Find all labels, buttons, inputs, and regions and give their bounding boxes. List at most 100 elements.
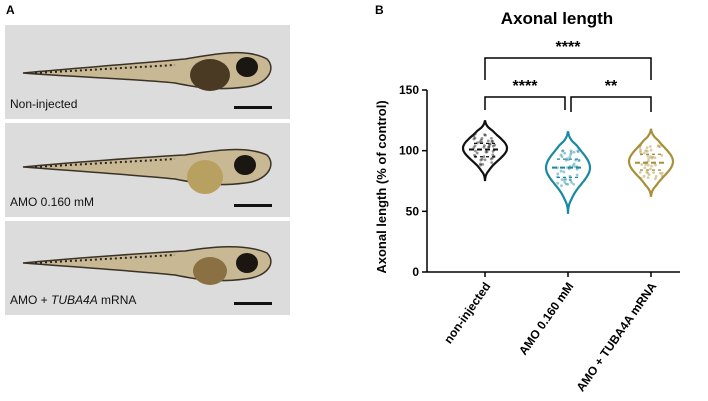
significance-bracket (484, 96, 566, 110)
data-point (645, 146, 649, 150)
data-point (484, 150, 488, 154)
y-axis-label: Axonal length (% of control) (374, 100, 389, 273)
data-point (660, 171, 664, 175)
data-point (572, 150, 576, 154)
larva-image (22, 51, 272, 91)
data-point (490, 139, 494, 143)
data-point (473, 153, 476, 157)
data-point (653, 177, 657, 181)
data-point (556, 181, 560, 185)
data-point (577, 159, 581, 162)
data-point (562, 178, 566, 181)
data-point (649, 167, 652, 171)
data-point (576, 149, 580, 153)
data-point (490, 137, 493, 140)
scale-bar (234, 302, 272, 305)
data-point (650, 164, 654, 168)
data-point (559, 169, 563, 173)
photo-label: AMO 0.160 mM (10, 195, 95, 209)
data-point (660, 153, 664, 157)
photo-label: Non-injected (10, 97, 78, 111)
data-point (564, 177, 568, 181)
data-point (491, 144, 495, 148)
data-point (561, 149, 564, 153)
data-point (479, 162, 482, 166)
scale-bar (234, 106, 272, 109)
violin-shape (461, 120, 509, 182)
data-point (484, 133, 487, 137)
data-point (493, 143, 497, 147)
data-point (645, 149, 649, 153)
data-point (473, 144, 477, 148)
larva-photo-amo: AMO 0.160 mM (5, 123, 290, 217)
data-point (652, 171, 655, 174)
data-point (475, 151, 479, 155)
data-point (472, 146, 476, 149)
data-point (639, 148, 642, 152)
data-point (473, 136, 477, 140)
data-point (577, 158, 581, 162)
data-point (653, 156, 657, 160)
data-point (656, 144, 660, 148)
data-point (563, 180, 567, 184)
data-point (658, 171, 662, 175)
data-point (491, 149, 495, 153)
data-point (639, 150, 642, 154)
data-point (647, 173, 651, 177)
data-point (487, 145, 491, 149)
data-point (644, 149, 648, 152)
significance-label: **** (556, 39, 582, 56)
data-point (483, 133, 487, 137)
data-point (480, 157, 484, 161)
data-point (488, 142, 492, 146)
data-point (575, 173, 579, 177)
data-point (639, 176, 643, 180)
data-point (491, 139, 494, 143)
data-point (648, 145, 652, 148)
data-point (562, 170, 566, 174)
data-point (563, 151, 567, 155)
data-point (565, 157, 569, 161)
data-point (474, 149, 477, 153)
chart-title: Axonal length (501, 9, 613, 28)
data-point (638, 144, 642, 148)
violin-shape (627, 128, 675, 197)
larva-image (22, 148, 272, 194)
data-point (566, 182, 570, 186)
data-point (646, 176, 650, 180)
data-point (561, 149, 565, 153)
data-point (483, 158, 487, 162)
data-point (568, 155, 572, 159)
data-point (654, 175, 658, 178)
larva-image (22, 246, 272, 285)
significance-bracket (570, 96, 652, 112)
data-point (482, 155, 486, 159)
data-point (647, 157, 650, 161)
y-tick-label: 50 (406, 204, 420, 218)
data-point (651, 155, 655, 159)
data-point (642, 174, 646, 178)
data-point (570, 181, 573, 184)
significance-bracket (484, 57, 652, 80)
data-point (490, 161, 494, 164)
data-point (643, 166, 647, 170)
data-point (572, 182, 576, 186)
data-point (646, 163, 650, 167)
data-point (479, 138, 483, 142)
panel-a-letter: A (6, 3, 15, 17)
y-tick-label: 100 (399, 144, 419, 158)
data-point (564, 182, 568, 186)
data-point (660, 174, 664, 178)
data-point (473, 132, 477, 136)
data-point (569, 153, 573, 156)
data-point (572, 162, 576, 166)
data-point (638, 146, 642, 150)
data-point (560, 184, 563, 188)
data-point (576, 150, 580, 154)
data-point (491, 153, 495, 157)
data-point (482, 145, 486, 149)
data-point (646, 154, 650, 158)
violin-shape (544, 131, 592, 214)
data-point (472, 137, 476, 141)
significance-label: ** (605, 78, 618, 95)
